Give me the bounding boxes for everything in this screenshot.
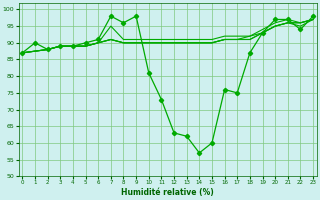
X-axis label: Humidité relative (%): Humidité relative (%) xyxy=(121,188,214,197)
